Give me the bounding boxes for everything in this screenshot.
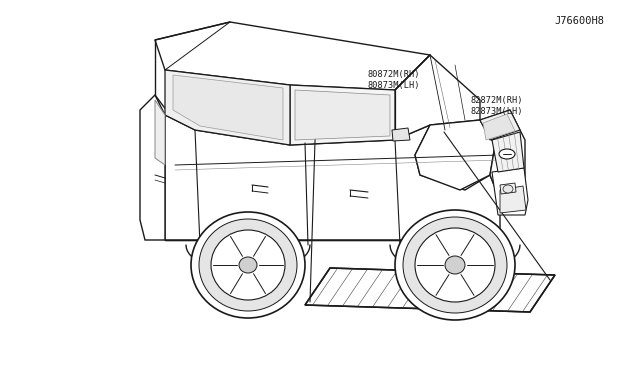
Polygon shape: [392, 128, 410, 141]
Polygon shape: [295, 90, 390, 140]
Polygon shape: [290, 85, 395, 145]
Polygon shape: [492, 132, 524, 172]
Polygon shape: [155, 100, 165, 165]
Polygon shape: [140, 95, 165, 240]
Ellipse shape: [403, 217, 507, 313]
Polygon shape: [415, 120, 495, 190]
Text: 80872M(RH)
80873M(LH): 80872M(RH) 80873M(LH): [368, 70, 420, 90]
Polygon shape: [173, 75, 283, 140]
Ellipse shape: [211, 230, 285, 300]
Polygon shape: [155, 22, 430, 90]
Polygon shape: [165, 70, 290, 145]
Polygon shape: [480, 110, 520, 140]
Polygon shape: [492, 168, 528, 215]
Ellipse shape: [395, 210, 515, 320]
Polygon shape: [500, 183, 516, 194]
Ellipse shape: [191, 212, 305, 318]
Polygon shape: [500, 186, 526, 213]
Polygon shape: [480, 110, 525, 200]
Text: 82872M(RH)
82873M(LH): 82872M(RH) 82873M(LH): [470, 96, 523, 116]
Ellipse shape: [503, 185, 513, 193]
Polygon shape: [305, 268, 555, 312]
Ellipse shape: [445, 256, 465, 274]
Ellipse shape: [239, 257, 257, 273]
Polygon shape: [483, 114, 515, 140]
Polygon shape: [395, 55, 480, 140]
Polygon shape: [165, 115, 500, 240]
Ellipse shape: [199, 219, 297, 311]
Ellipse shape: [415, 228, 495, 302]
Text: J76600H8: J76600H8: [555, 16, 605, 26]
Ellipse shape: [499, 149, 515, 159]
